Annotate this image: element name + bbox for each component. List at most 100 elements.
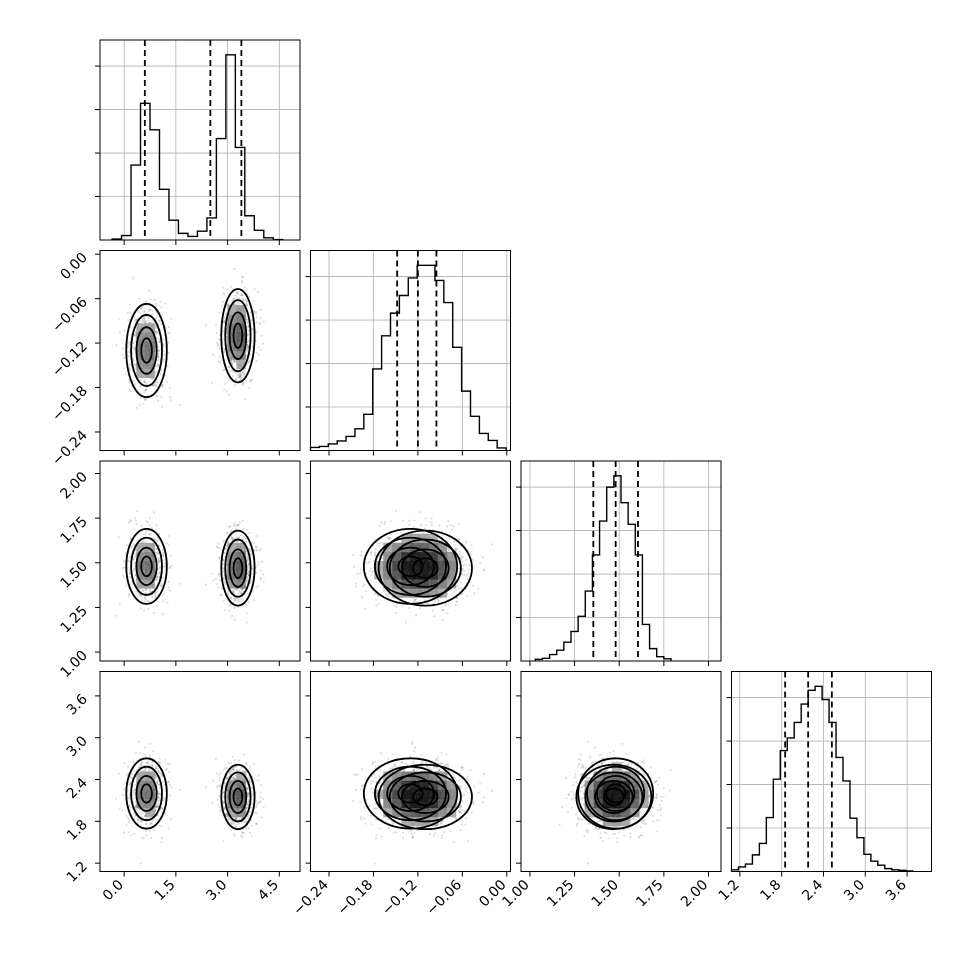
density-cell (236, 332, 246, 342)
sample-point (145, 388, 148, 391)
sample-point (373, 551, 376, 554)
density-cell (236, 305, 246, 315)
sample-point (141, 319, 144, 322)
sample-point (461, 560, 464, 563)
y-tick-label: 1.50 (57, 558, 90, 591)
sample-point (168, 566, 172, 569)
sample-point (427, 602, 430, 605)
sample-point (246, 344, 249, 347)
sample-point (238, 376, 241, 379)
sample-point (117, 536, 120, 539)
sample-point (242, 535, 245, 538)
sample-point (425, 524, 428, 527)
sample-point (259, 784, 262, 787)
sample-point (245, 604, 248, 607)
sample-point (242, 538, 245, 541)
sample-point (167, 326, 170, 329)
sample-point (140, 594, 143, 598)
sample-point (464, 541, 467, 544)
sample-point (239, 372, 242, 375)
sample-point (158, 532, 161, 535)
sample-point (448, 549, 451, 552)
sample-point (241, 769, 244, 772)
sample-point (230, 615, 234, 618)
sample-point (230, 530, 233, 533)
sample-point (353, 565, 356, 568)
density-cell (136, 368, 146, 379)
sample-point (129, 311, 132, 314)
sample-point (424, 517, 427, 520)
sample-point (155, 538, 158, 542)
sample-point (235, 589, 238, 592)
sample-point (160, 369, 163, 372)
sample-point (239, 592, 243, 595)
sample-point (457, 537, 461, 540)
sample-point (158, 319, 162, 322)
sample-point (455, 600, 458, 603)
sample-point (454, 604, 457, 607)
sample-point (144, 597, 147, 600)
sample-point (224, 382, 227, 385)
sample-point (122, 367, 126, 370)
sample-point (477, 588, 480, 591)
sample-point (430, 524, 433, 527)
sample-point (133, 832, 136, 835)
sample-point (217, 360, 220, 363)
sample-point (145, 588, 148, 591)
sample-point (134, 368, 137, 371)
sample-point (223, 350, 226, 354)
sample-point (123, 831, 126, 834)
density-cell (145, 542, 155, 553)
sample-point (154, 551, 157, 554)
sample-point (143, 317, 146, 320)
sample-point (162, 343, 165, 346)
sample-point (237, 524, 240, 527)
sample-point (376, 542, 379, 545)
sample-point (158, 340, 161, 343)
sample-point (245, 318, 248, 321)
sample-point (393, 604, 396, 607)
sample-point (128, 388, 131, 391)
sample-point (237, 592, 240, 595)
sample-point (127, 341, 130, 344)
sample-point (255, 331, 258, 334)
sample-point (151, 313, 154, 316)
sample-point (245, 528, 248, 531)
sample-point (140, 541, 144, 544)
sample-point (242, 381, 245, 384)
sample-point (262, 573, 265, 576)
sample-point (153, 592, 156, 595)
density-cell (145, 561, 155, 571)
sample-point (142, 837, 145, 840)
sample-point (139, 396, 142, 399)
sample-point (217, 542, 220, 545)
sample-point (218, 557, 221, 560)
sample-point (155, 524, 158, 527)
sample-point (454, 589, 457, 592)
sample-point (247, 573, 250, 576)
sample-point (128, 367, 131, 370)
sample-point (217, 338, 220, 341)
sample-point (228, 525, 231, 528)
sample-point (228, 605, 231, 608)
panel-frame (99, 39, 301, 241)
sample-point (148, 289, 151, 292)
sample-point (233, 835, 236, 838)
sample-point (453, 540, 456, 543)
sample-point (251, 328, 254, 332)
sample-point (375, 604, 378, 607)
sample-point (134, 517, 137, 520)
sample-point (231, 375, 235, 378)
sample-point (135, 406, 138, 409)
sample-point (115, 797, 118, 800)
sample-point (220, 304, 224, 307)
sample-point (248, 386, 251, 390)
sample-point (157, 539, 160, 542)
sample-point (457, 522, 460, 525)
sample-point (244, 302, 248, 306)
sample-point (253, 811, 256, 814)
sample-point (236, 374, 239, 377)
density-cell (227, 332, 237, 342)
sample-point (464, 559, 467, 562)
sample-point (152, 384, 155, 387)
